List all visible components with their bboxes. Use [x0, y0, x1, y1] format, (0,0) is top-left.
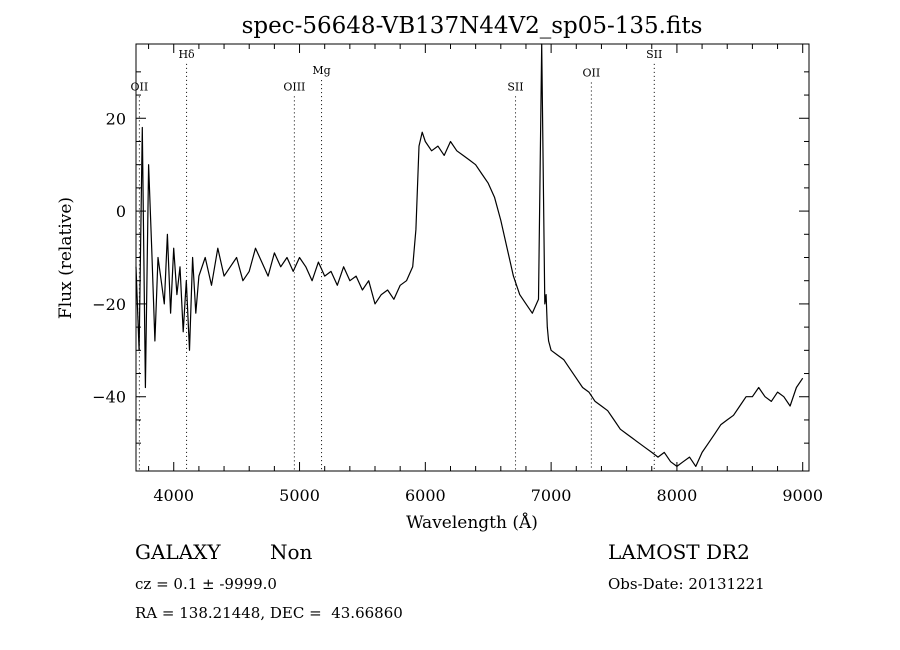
object-subclass: Non	[270, 540, 313, 564]
y-tick-label: −20	[92, 295, 126, 314]
spectral-line-label: SII	[646, 48, 662, 61]
x-tick-label: 8000	[657, 486, 698, 505]
spectrum-line	[135, 43, 804, 467]
spectral-line-label: OIII	[283, 80, 305, 93]
x-tick-label: 4000	[153, 486, 194, 505]
survey-name: LAMOST DR2	[608, 540, 750, 564]
x-tick-label: 7000	[531, 486, 572, 505]
y-axis-label: Flux (relative)	[56, 197, 76, 319]
x-tick-label: 9000	[782, 486, 823, 505]
y-tick-label: −40	[92, 388, 126, 407]
y-tick-label: 0	[116, 202, 126, 221]
spectral-line-label: Mg	[312, 64, 330, 77]
spectral-line-markers: OII Hδ OIII Mg SII OII SII	[131, 48, 662, 471]
object-class: GALAXY	[135, 540, 221, 564]
axis-ticks: 4000 5000 6000 7000 8000 9000 −40 −20 0 20	[92, 44, 823, 505]
x-tick-label: 6000	[405, 486, 446, 505]
obs-date: Obs-Date: 20131221	[608, 575, 765, 593]
chart-title: spec-56648-VB137N44V2_sp05-135.fits	[242, 13, 703, 39]
spectral-line-label: OII	[131, 80, 149, 93]
spectral-line-label: SII	[507, 80, 523, 93]
spectral-line-label: Hδ	[178, 48, 195, 61]
spectral-line-label: OII	[583, 66, 601, 79]
x-axis-label: Wavelength (Å)	[406, 512, 538, 533]
spectrum-series	[135, 43, 804, 467]
y-tick-label: 20	[106, 109, 126, 128]
redshift-line: cz = 0.1 ± -9999.0	[135, 575, 277, 593]
coordinates-line: RA = 138.21448, DEC = 43.66860	[135, 604, 403, 622]
x-tick-label: 5000	[279, 486, 320, 505]
